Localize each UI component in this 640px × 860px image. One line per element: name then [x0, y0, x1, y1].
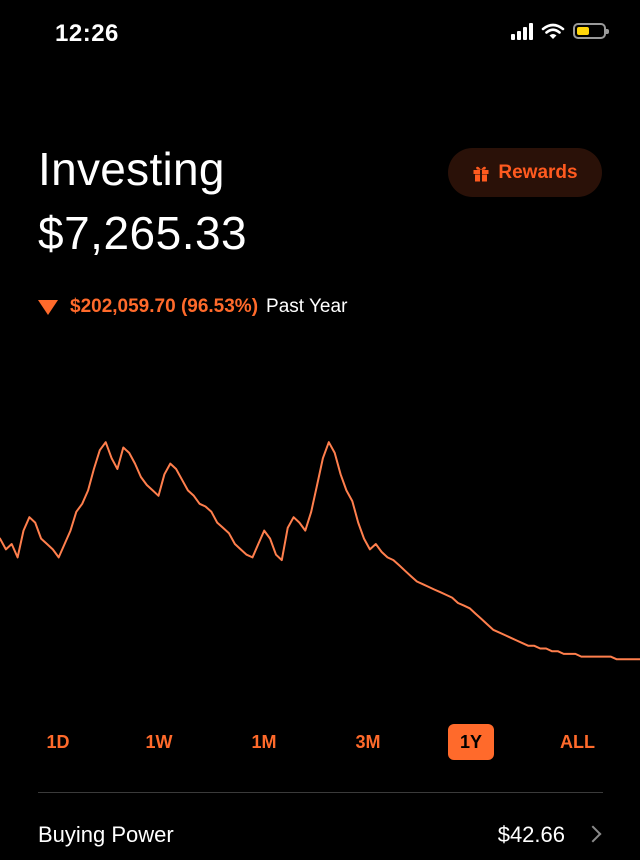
range-tab-all[interactable]: ALL: [560, 731, 595, 752]
buying-power-label: Buying Power: [38, 822, 174, 847]
status-icons: [511, 22, 609, 40]
battery-cap: [606, 29, 609, 34]
portfolio-line-chart[interactable]: [0, 400, 640, 690]
chevron-right-icon: [584, 825, 602, 843]
status-time: 12:26: [55, 20, 119, 47]
cellular-signal-icon: [511, 22, 533, 40]
range-tab-1w[interactable]: 1W: [145, 731, 173, 752]
range-tab-1y[interactable]: 1Y: [448, 724, 494, 760]
wifi-icon: [541, 23, 565, 39]
portfolio-series-line: [0, 441, 640, 661]
battery-level: [577, 27, 589, 35]
rewards-button[interactable]: Rewards: [448, 148, 602, 197]
change-period: Past Year: [266, 296, 348, 317]
performance-change: $202,059.70 (96.53%) Past Year: [38, 296, 347, 318]
page-title: Investing: [38, 143, 225, 195]
buying-power-row[interactable]: Buying Power $42.66: [38, 816, 603, 860]
gift-icon: [473, 166, 489, 181]
change-value: $202,059.70 (96.53%): [70, 296, 259, 317]
status-bar: 12:26: [0, 0, 640, 70]
range-tab-1d[interactable]: 1D: [46, 731, 70, 752]
divider: [38, 792, 603, 793]
range-tab-1m[interactable]: 1M: [251, 731, 277, 752]
range-tabs: 1D 1W 1M 3M 1Y ALL: [0, 724, 640, 762]
portfolio-value: $7,265.33: [38, 207, 248, 259]
triangle-down-icon: [38, 299, 58, 315]
buying-power-value: $42.66: [497, 822, 565, 847]
battery-low-icon: [573, 23, 609, 39]
rewards-label: Rewards: [498, 161, 578, 183]
range-tab-3m[interactable]: 3M: [355, 731, 381, 752]
